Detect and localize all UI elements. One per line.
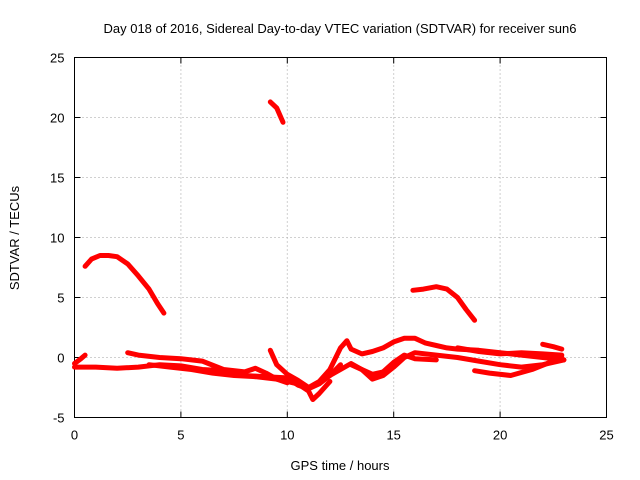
x-tick-label: 20 <box>493 428 507 443</box>
series-line-arc-late-1 <box>455 345 565 358</box>
x-tick-label: 5 <box>177 428 184 443</box>
y-tick-label: 15 <box>50 171 64 186</box>
x-tick-label: 15 <box>386 428 400 443</box>
y-tick-label: -5 <box>53 411 65 426</box>
x-tick-label: 0 <box>71 428 78 443</box>
series-line-arc-spike <box>267 99 286 125</box>
series-line-arc-late-2 <box>472 355 565 378</box>
y-axis-label: SDTVAR / TECUs <box>7 185 22 290</box>
x-tick-label: 25 <box>599 428 613 443</box>
chart-title: Day 018 of 2016, Sidereal Day-to-day VTE… <box>103 21 576 36</box>
series-line-arc-early-high <box>82 253 167 316</box>
y-tick-label: 5 <box>57 291 64 306</box>
x-axis-label: GPS time / hours <box>291 458 390 473</box>
axis-ticks: 0 5 10 15 20 25 -5 0 5 10 15 20 25 <box>50 51 614 443</box>
y-tick-label: 25 <box>50 51 64 66</box>
series-line-arc-low-4 <box>146 362 333 402</box>
x-tick-label: 10 <box>280 428 294 443</box>
y-tick-label: 20 <box>50 111 64 126</box>
series-line-arc-low-3 <box>125 350 290 386</box>
series-line-arc-afternoon-high <box>410 284 478 323</box>
data-series <box>72 99 567 402</box>
y-tick-label: 0 <box>57 351 64 366</box>
series-line-arc-mid-3 <box>348 352 439 377</box>
y-tick-label: 10 <box>50 231 64 246</box>
series-line-arc-mid-1 <box>267 335 567 390</box>
series-line-arc-late-3 <box>540 341 565 352</box>
series-line-arc-low-1 <box>72 352 88 366</box>
